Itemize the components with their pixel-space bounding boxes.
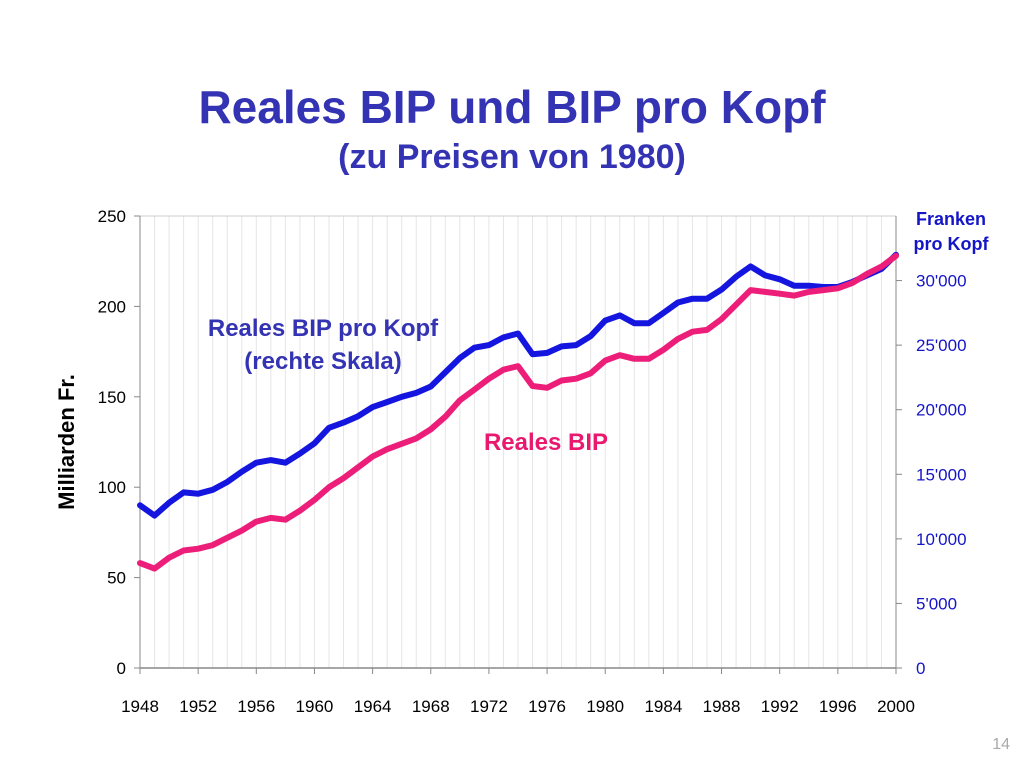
x-tick-label: 1948: [121, 697, 159, 716]
y2-tick-label: 5'000: [916, 594, 957, 613]
y2-tick-label: 0: [916, 659, 925, 678]
x-tick-label: 1952: [179, 697, 217, 716]
series-label-per-capita-line2: (rechte Skala): [244, 348, 401, 375]
slide-subtitle: (zu Preisen von 1980): [338, 138, 686, 176]
y-tick-label: 200: [98, 297, 126, 316]
y-tick-label: 0: [117, 659, 126, 678]
x-tick-label: 1960: [296, 697, 334, 716]
x-tick-label: 1968: [412, 697, 450, 716]
series-line-gdp: [137, 252, 899, 572]
x-tick-label: 1980: [586, 697, 624, 716]
series-label-per-capita-line1: Reales BIP pro Kopf: [208, 315, 439, 342]
y2-tick-label: 25'000: [916, 336, 967, 355]
x-tick-label: 1988: [703, 697, 741, 716]
x-tick-label: 2000: [877, 697, 915, 716]
y2-tick-label: 10'000: [916, 530, 967, 549]
y2-tick-label: 30'000: [916, 272, 967, 291]
tick-layer: 1948 1952 1956 1960 1964 1968 1972 1976 1980 1984…: [98, 207, 967, 716]
y2-axis-title-line2: pro Kopf: [914, 234, 990, 254]
y-tick-label: 250: [98, 207, 126, 226]
x-tick-label: 1972: [470, 697, 508, 716]
x-tick-label: 1976: [528, 697, 566, 716]
x-tick-label: 1996: [819, 697, 857, 716]
y-tick-label: 50: [107, 569, 126, 588]
x-tick-label: 1984: [644, 697, 682, 716]
y-tick-label: 100: [98, 478, 126, 497]
series-layer: [137, 251, 899, 572]
y-tick-label: 150: [98, 388, 126, 407]
x-tick-label: 1992: [761, 697, 799, 716]
series-line-per-capita: [137, 251, 899, 519]
x-tick-label: 1956: [237, 697, 275, 716]
y2-tick-label: 20'000: [916, 401, 967, 420]
y-axis-title: Milliarden Fr.: [54, 374, 79, 510]
page-number: 14: [992, 736, 1010, 753]
y2-tick-label: 15'000: [916, 465, 967, 484]
x-tick-label: 1964: [354, 697, 392, 716]
grid-layer: [154, 216, 882, 668]
slide-title: Reales BIP und BIP pro Kopf: [198, 81, 826, 133]
series-label-gdp: Reales BIP: [484, 429, 608, 456]
y2-axis-title-line1: Franken: [916, 209, 986, 229]
